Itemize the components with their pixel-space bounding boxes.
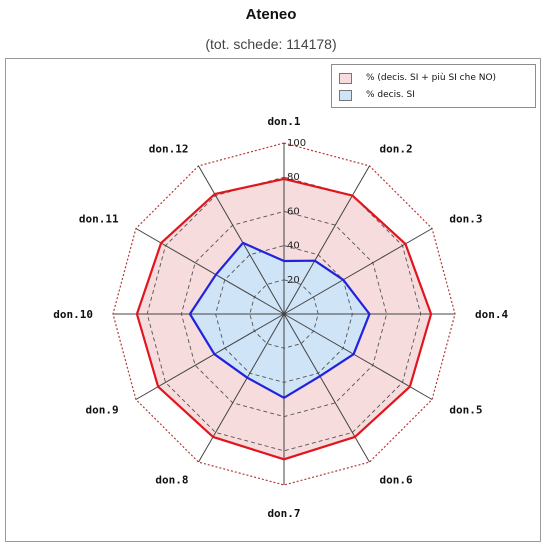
radial-tick-label-60: 60 <box>287 206 300 217</box>
axis-label-12: don.12 <box>149 143 189 156</box>
axis-label-7: don.7 <box>267 507 300 520</box>
axis-label-11: don.11 <box>79 213 119 226</box>
series-area-2 <box>189 242 370 398</box>
legend-item-series-2: % decis. SI <box>339 88 415 102</box>
legend-swatch-series-2 <box>339 89 352 101</box>
legend-item-series-1: % (decis. SI + più SI che NO) <box>339 71 496 85</box>
radial-tick-label-40: 40 <box>287 241 300 252</box>
radial-tick-label-20: 20 <box>287 275 300 286</box>
axis-label-5: don.5 <box>449 404 482 417</box>
axis-spoke-9 <box>135 313 285 400</box>
legend: % (decis. SI + più SI che NO) % decis. S… <box>331 64 536 108</box>
axis-spoke-12 <box>198 165 285 315</box>
axis-label-2: don.2 <box>380 143 413 156</box>
axis-label-10: don.10 <box>53 308 93 321</box>
series-line-1 <box>135 177 433 461</box>
axis-label-9: don.9 <box>85 404 118 417</box>
axis-spoke-2 <box>283 165 370 315</box>
chart-subtitle: (tot. schede: 114178) <box>205 36 337 52</box>
series-line-2 <box>188 241 371 399</box>
radial-tick-label-80: 80 <box>287 172 300 183</box>
axis-label-6: don.6 <box>380 473 413 486</box>
chart-title: Ateneo <box>245 6 297 23</box>
legend-swatch-series-1 <box>339 72 352 84</box>
axis-spoke-5 <box>283 313 433 400</box>
radial-tick-label-100: 100 <box>287 138 306 149</box>
axis-label-4: don.4 <box>475 308 508 321</box>
axis-spoke-3 <box>283 228 433 315</box>
axis-label-1: don.1 <box>267 115 300 128</box>
legend-label-series-2: % decis. SI <box>366 90 415 100</box>
axis-label-8: don.8 <box>155 473 188 486</box>
axis-label-3: don.3 <box>449 213 482 226</box>
legend-label-series-1: % (decis. SI + più SI che NO) <box>366 73 497 83</box>
